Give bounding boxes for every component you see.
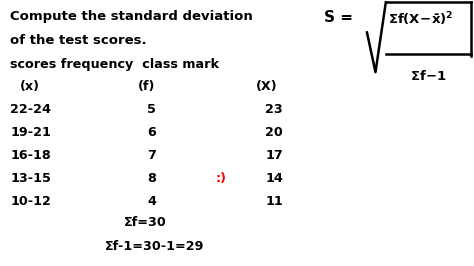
Text: 16-18: 16-18: [10, 149, 51, 162]
Text: 20: 20: [265, 126, 283, 139]
Text: $\mathbf{\Sigma f(X\!-\!\bar{x})^2}$: $\mathbf{\Sigma f(X\!-\!\bar{x})^2}$: [388, 10, 454, 28]
Text: Σf-1=30-1=29: Σf-1=30-1=29: [105, 240, 204, 253]
Text: (X): (X): [256, 80, 278, 93]
Text: 13-15: 13-15: [10, 172, 51, 185]
Text: (x): (x): [19, 80, 40, 93]
Text: 11: 11: [265, 195, 283, 208]
Text: Σf=30: Σf=30: [124, 216, 166, 229]
Text: 8: 8: [147, 172, 156, 185]
Text: 10-12: 10-12: [10, 195, 51, 208]
Text: 6: 6: [147, 126, 156, 139]
Text: :): :): [216, 172, 227, 185]
Text: 4: 4: [147, 195, 156, 208]
Text: of the test scores.: of the test scores.: [10, 34, 147, 47]
Text: S =: S =: [324, 10, 359, 25]
Text: $\mathbf{\Sigma f\!-\!1}$: $\mathbf{\Sigma f\!-\!1}$: [410, 69, 447, 84]
Text: 14: 14: [265, 172, 283, 185]
Text: 22-24: 22-24: [10, 103, 51, 115]
Text: (f): (f): [138, 80, 155, 93]
Text: scores frequency  class mark: scores frequency class mark: [10, 57, 219, 70]
Text: 5: 5: [147, 103, 156, 115]
Text: 19-21: 19-21: [10, 126, 51, 139]
Text: 7: 7: [147, 149, 156, 162]
Text: Compute the standard deviation: Compute the standard deviation: [10, 10, 253, 23]
Text: 23: 23: [265, 103, 283, 115]
Text: 17: 17: [265, 149, 283, 162]
